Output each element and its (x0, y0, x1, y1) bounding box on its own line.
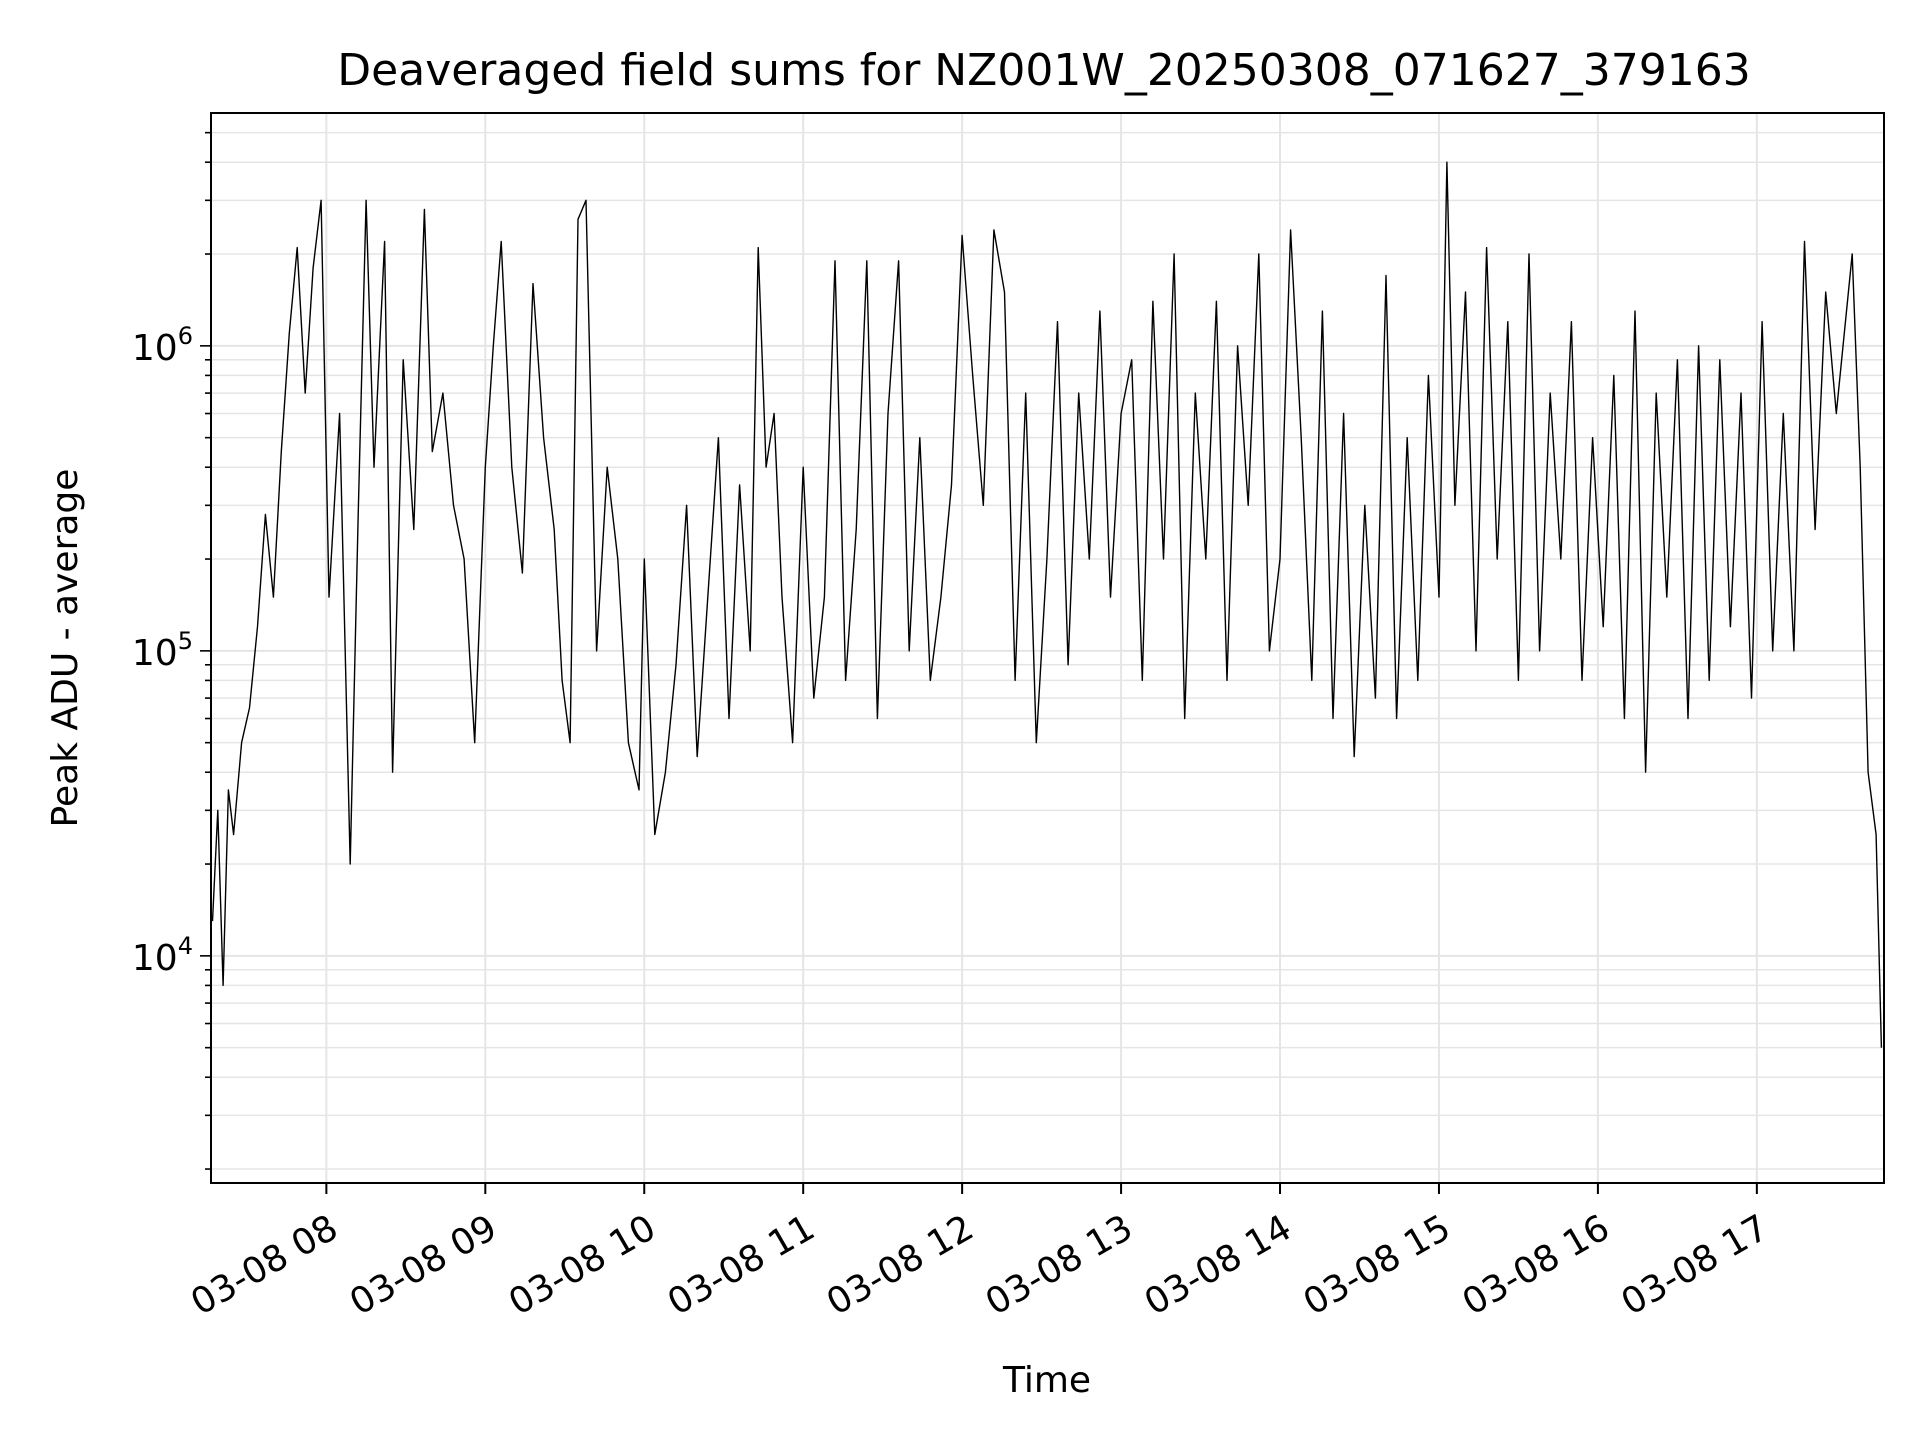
y-tick-label: 106 (132, 322, 193, 369)
y-tick-label: 105 (132, 627, 193, 674)
y-axis-ticks: 104 105 106 (132, 131, 211, 1170)
grid (211, 113, 1884, 1183)
x-axis-label: Time (1002, 1360, 1091, 1401)
series-line (211, 161, 1883, 1048)
plot-frame (210, 112, 1885, 1184)
y-tick-label: 104 (132, 932, 193, 979)
chart-title: Deaveraged field sums for NZ001W_2025030… (337, 45, 1750, 96)
y-axis-label: Peak ADU - average (45, 469, 86, 828)
plot-area (211, 113, 1884, 1183)
